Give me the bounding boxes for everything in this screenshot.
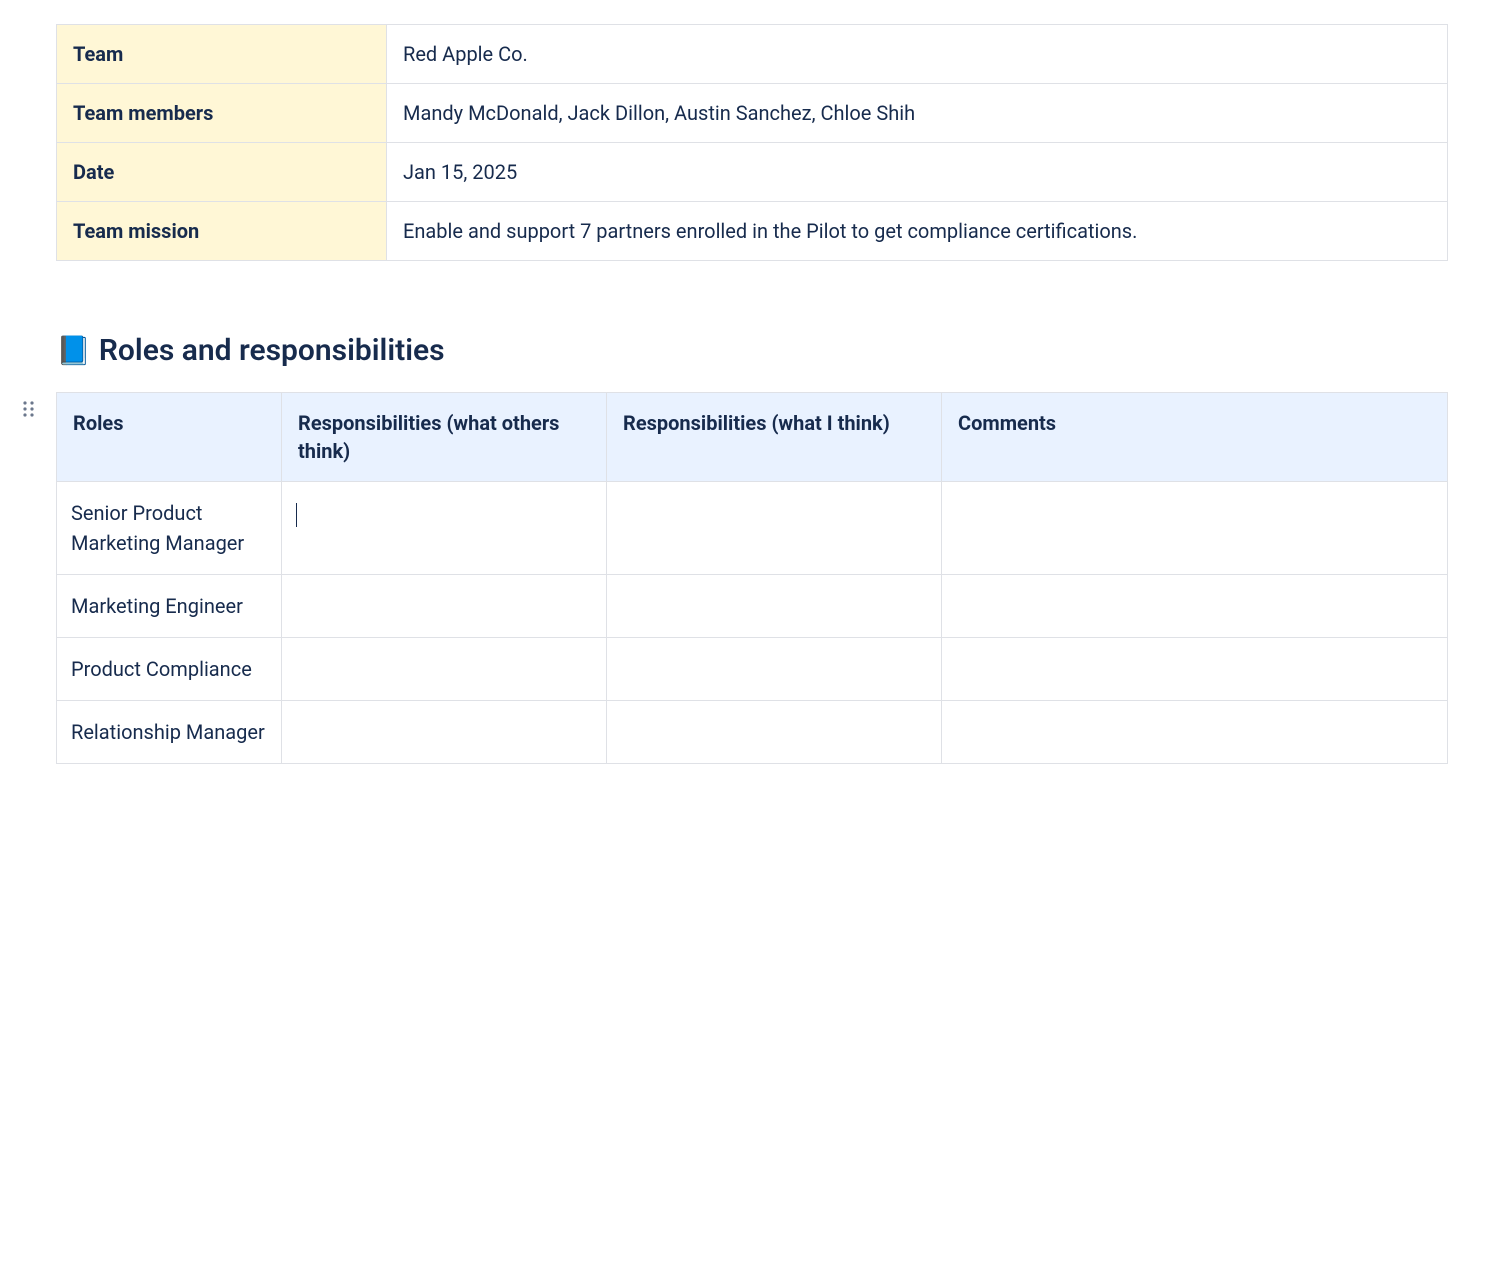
- resp-others-cell[interactable]: [282, 701, 607, 764]
- resp-self-cell[interactable]: [607, 701, 942, 764]
- roles-column-header: Comments: [942, 393, 1448, 482]
- comments-cell[interactable]: [942, 638, 1448, 701]
- roles-column-header: Roles: [57, 393, 282, 482]
- resp-others-cell[interactable]: [282, 482, 607, 575]
- info-row-value[interactable]: Red Apple Co.: [387, 25, 1448, 84]
- section-title: Roles and responsibilities: [99, 333, 445, 368]
- roles-column-header: Responsibilities (what others think): [282, 393, 607, 482]
- resp-self-cell[interactable]: [607, 638, 942, 701]
- resp-self-cell[interactable]: [607, 575, 942, 638]
- info-row: DateJan 15, 2025: [57, 143, 1448, 202]
- roles-column-header: Responsibilities (what I think): [607, 393, 942, 482]
- role-cell[interactable]: Product Compliance: [57, 638, 282, 701]
- roles-table-wrap: RolesResponsibilities (what others think…: [56, 392, 1448, 764]
- info-row-label: Team mission: [57, 202, 387, 261]
- table-row: Marketing Engineer: [57, 575, 1448, 638]
- info-row: Team missionEnable and support 7 partner…: [57, 202, 1448, 261]
- text-cursor: [296, 503, 297, 527]
- table-row: Product Compliance: [57, 638, 1448, 701]
- info-row-value[interactable]: Enable and support 7 partners enrolled i…: [387, 202, 1448, 261]
- info-row: Team membersMandy McDonald, Jack Dillon,…: [57, 84, 1448, 143]
- info-row-label: Date: [57, 143, 387, 202]
- role-cell[interactable]: Senior Product Marketing Manager: [57, 482, 282, 575]
- roles-section-heading: 📘 Roles and responsibilities: [56, 333, 1448, 368]
- resp-self-cell[interactable]: [607, 482, 942, 575]
- resp-others-cell[interactable]: [282, 575, 607, 638]
- roles-table[interactable]: RolesResponsibilities (what others think…: [56, 392, 1448, 764]
- comments-cell[interactable]: [942, 575, 1448, 638]
- role-cell[interactable]: Relationship Manager: [57, 701, 282, 764]
- role-cell[interactable]: Marketing Engineer: [57, 575, 282, 638]
- info-row-value[interactable]: Mandy McDonald, Jack Dillon, Austin Sanc…: [387, 84, 1448, 143]
- comments-cell[interactable]: [942, 701, 1448, 764]
- info-row: TeamRed Apple Co.: [57, 25, 1448, 84]
- info-row-label: Team: [57, 25, 387, 84]
- table-row: Relationship Manager: [57, 701, 1448, 764]
- book-icon: 📘: [56, 337, 91, 365]
- resp-others-cell[interactable]: [282, 638, 607, 701]
- info-row-value[interactable]: Jan 15, 2025: [387, 143, 1448, 202]
- page-content: TeamRed Apple Co.Team membersMandy McDon…: [0, 24, 1504, 794]
- team-info-table: TeamRed Apple Co.Team membersMandy McDon…: [56, 24, 1448, 261]
- info-row-label: Team members: [57, 84, 387, 143]
- drag-handle-icon[interactable]: [22, 400, 38, 416]
- comments-cell[interactable]: [942, 482, 1448, 575]
- table-row: Senior Product Marketing Manager: [57, 482, 1448, 575]
